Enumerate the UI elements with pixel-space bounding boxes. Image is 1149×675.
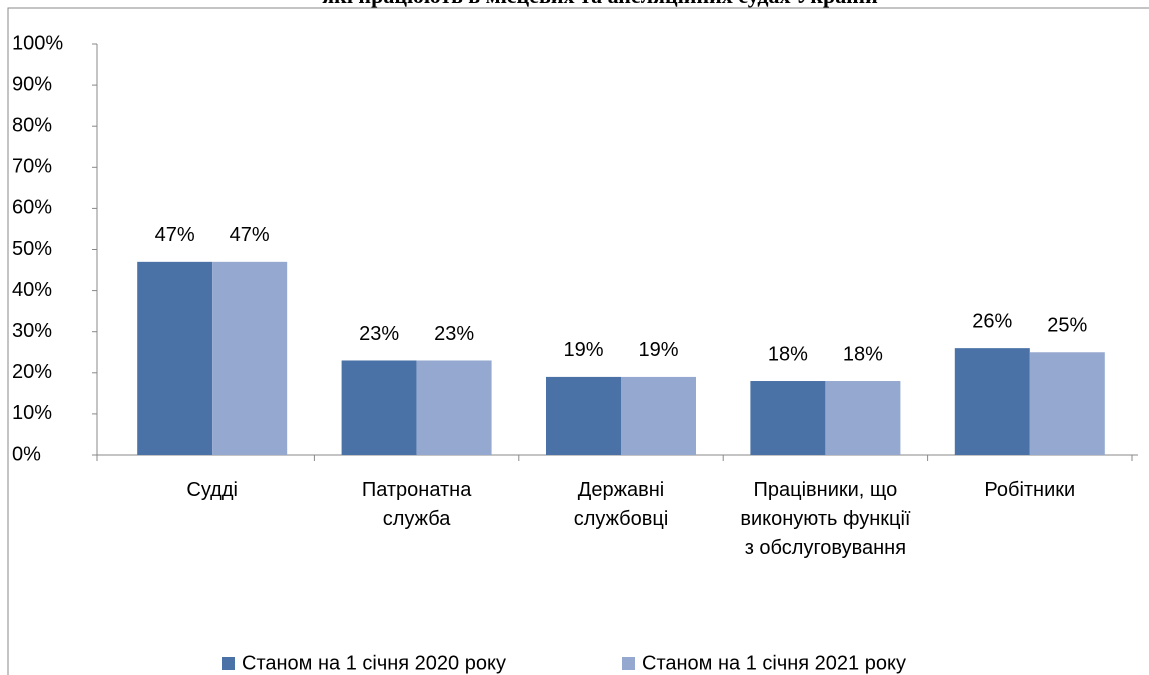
data-label: 18% [768,343,808,365]
y-tick-label: 30% [12,320,52,342]
chart-frame [7,7,1149,675]
x-tick-label: Робітники [984,479,1076,501]
data-label: 23% [434,323,474,345]
bar [341,360,417,455]
bar [1029,352,1105,455]
bar [750,381,826,455]
y-tick-label: 60% [12,197,52,219]
bar [621,376,696,455]
bar [137,261,213,455]
y-tick-label: 80% [12,114,52,136]
chart-title: які працюють в місцевих та апеляційних с… [322,0,878,8]
data-label: 47% [155,224,195,246]
y-tick-label: 0% [12,443,41,465]
y-tick-label: 10% [12,402,52,424]
data-label: 19% [638,339,678,361]
data-label: 23% [359,323,399,345]
y-tick-label: 40% [12,279,52,301]
bar [212,261,288,455]
data-label: 47% [230,224,270,246]
x-tick-label: Державні службовці [573,479,669,530]
data-label: 25% [1047,315,1087,337]
y-tick-label: 70% [12,156,52,178]
data-label: 26% [972,310,1012,332]
data-label: 19% [563,339,603,361]
x-tick-label: Працівники, що виконують функції з обслу… [740,479,911,559]
legend-swatch [222,657,235,670]
data-label: 18% [843,343,883,365]
bar [954,348,1030,455]
bar [546,376,621,455]
y-tick-label: 90% [12,73,52,95]
legend-swatch [622,657,635,670]
legend-label: Станом на 1 січня 2021 року [642,652,906,674]
x-tick-label: Патронатна служба [361,479,472,530]
bar [825,381,901,455]
y-tick-label: 20% [12,361,52,383]
bar [416,360,492,455]
legend-label: Станом на 1 січня 2020 року [242,652,506,674]
x-tick-label: Судді [186,479,238,501]
y-tick-label: 100% [12,32,63,54]
y-tick-label: 50% [12,238,52,260]
